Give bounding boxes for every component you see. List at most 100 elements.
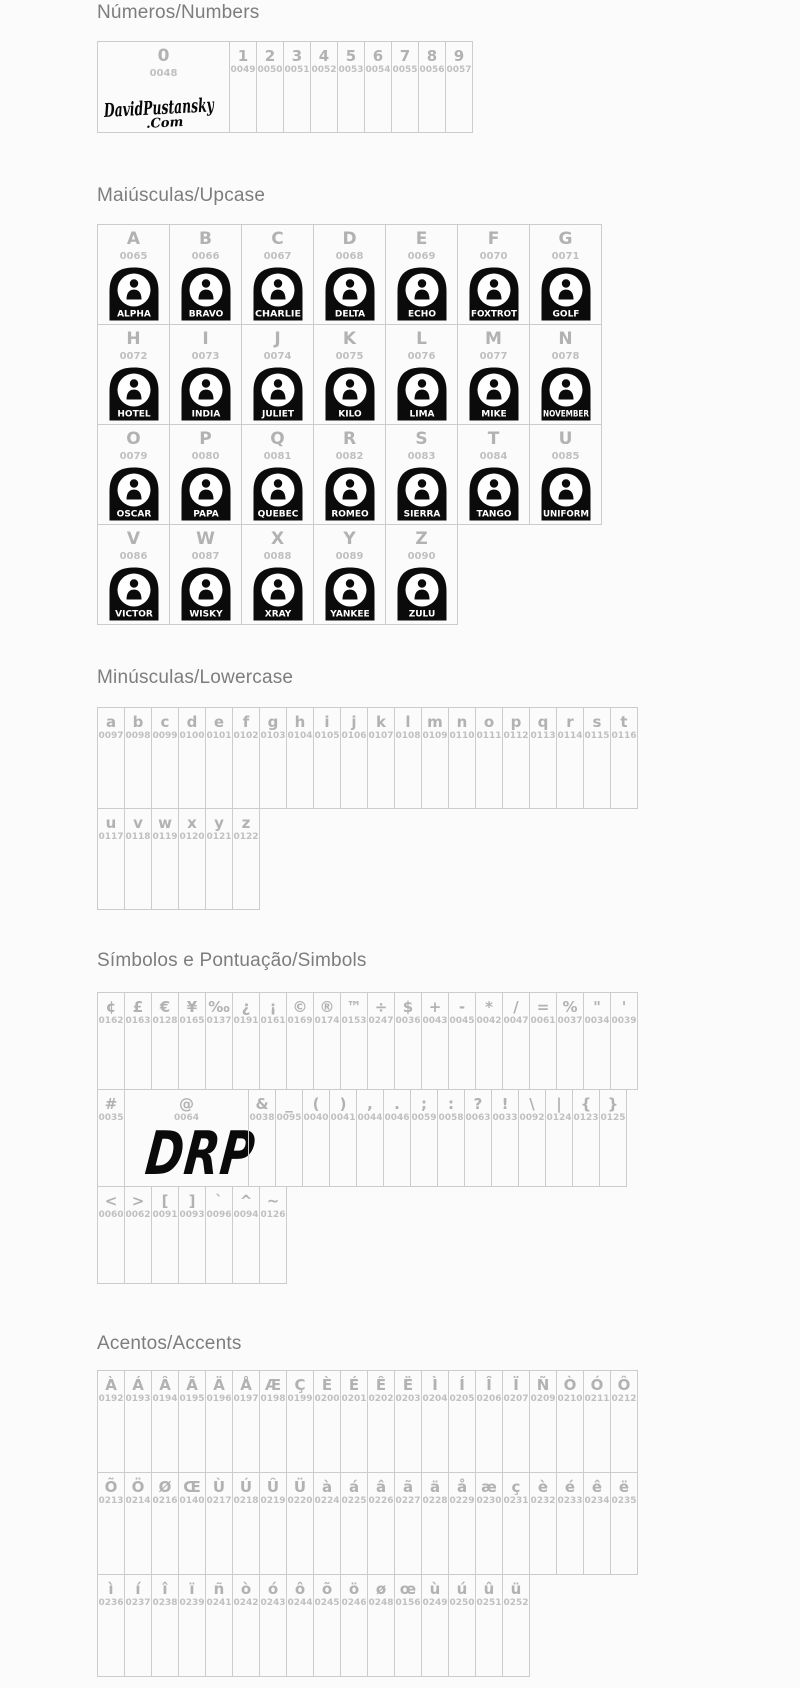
char-glyph: 2 xyxy=(264,47,276,65)
char-glyph: - xyxy=(458,998,466,1016)
tombstone-icon: UNIFORM xyxy=(541,467,590,521)
nato-label: DELTA xyxy=(334,309,364,319)
char-glyph: = xyxy=(536,998,550,1016)
tombstone-icon: XRAY xyxy=(253,567,302,621)
signature-glyph: DavidPustansky.Com xyxy=(103,94,216,131)
tombstone-icon: TANGO xyxy=(469,467,518,521)
char-glyph: s xyxy=(592,713,602,731)
char-code: 0083 xyxy=(407,450,436,462)
char-cell-0118: v 0118 xyxy=(124,808,152,910)
char-cell-0095: _ 0095 xyxy=(275,1089,303,1187)
char-code: 0123 xyxy=(573,1113,599,1124)
char-cell-0075: K 0075 KILO xyxy=(313,324,386,425)
char-cell-0100: d 0100 xyxy=(178,707,206,809)
char-code: 0099 xyxy=(152,731,178,742)
char-glyph: , xyxy=(367,1095,373,1113)
char-glyph: R xyxy=(342,429,357,449)
char-cell-0232: è 0232 xyxy=(529,1472,557,1575)
nato-label: TANGO xyxy=(476,509,511,519)
char-glyph: æ xyxy=(481,1478,497,1496)
char-cell-0211: Ó 0211 xyxy=(583,1370,611,1473)
char-code: 0065 xyxy=(119,250,148,262)
char-glyph: í xyxy=(135,1580,141,1598)
char-code: 0232 xyxy=(530,1496,556,1507)
char-cell-0137: ‰ 0137 xyxy=(205,992,233,1090)
char-glyph: Ù xyxy=(212,1478,226,1496)
char-code: 0204 xyxy=(422,1394,448,1405)
char-cell-0219: Û 0219 xyxy=(259,1472,287,1575)
char-code: 0116 xyxy=(611,731,637,742)
section-title: Minúsculas/Lowercase xyxy=(97,667,294,688)
char-glyph: Ø xyxy=(158,1478,172,1496)
char-cell-0243: ó 0243 xyxy=(259,1574,287,1677)
char-cell-0068: D 0068 DELTA xyxy=(313,224,386,325)
char-code: 0069 xyxy=(407,250,436,262)
char-code: 0090 xyxy=(407,550,436,562)
char-glyph: " xyxy=(593,998,601,1016)
char-glyph: Î xyxy=(486,1376,492,1394)
char-code: 0252 xyxy=(503,1598,529,1609)
char-code: 0233 xyxy=(557,1496,583,1507)
char-glyph: M xyxy=(485,329,502,349)
char-glyph: å xyxy=(456,1478,468,1496)
char-glyph: a xyxy=(105,713,117,731)
char-cell-0045: -0045 xyxy=(448,992,476,1090)
char-glyph: x xyxy=(187,814,197,832)
char-cell-0250: ú 0250 xyxy=(448,1574,476,1677)
char-cell-0216: Ø 0216 xyxy=(151,1472,179,1575)
char-code: 0072 xyxy=(119,350,148,362)
char-glyph: % xyxy=(562,998,578,1016)
char-glyph: 1 xyxy=(237,47,249,65)
char-cell-0048: 0 0048 DavidPustansky .Com xyxy=(97,41,230,133)
char-glyph: ~ xyxy=(266,1192,280,1210)
nato-icon-xray: XRAY xyxy=(242,565,313,621)
nato-label: JULIET xyxy=(260,409,294,419)
char-code: 0098 xyxy=(125,731,151,742)
char-cell-0120: x 0120 xyxy=(178,808,206,910)
char-glyph: ï xyxy=(189,1580,195,1598)
char-code: 0041 xyxy=(330,1113,356,1124)
char-code: 0229 xyxy=(449,1496,475,1507)
char-code: 0114 xyxy=(557,731,583,742)
char-cell-0113: q 0113 xyxy=(529,707,557,809)
char-glyph: ™ xyxy=(346,998,362,1016)
char-cell-0047: /0047 xyxy=(502,992,530,1090)
char-code: 0122 xyxy=(233,832,259,843)
char-code: 0077 xyxy=(479,350,508,362)
char-code: 0071 xyxy=(551,250,580,262)
char-glyph: c xyxy=(160,713,170,731)
char-cell-0210: Ò 0210 xyxy=(556,1370,584,1473)
char-glyph: } xyxy=(607,1095,619,1113)
char-glyph: W xyxy=(196,529,215,549)
nato-label: HOTEL xyxy=(117,409,150,419)
char-code: 0104 xyxy=(287,731,313,742)
tombstone-icon: KILO xyxy=(325,367,374,421)
char-code: 0241 xyxy=(206,1598,232,1609)
char-cell-0248: ø 0248 xyxy=(367,1574,395,1677)
char-cell-0235: ë 0235 xyxy=(610,1472,638,1575)
char-code: 0085 xyxy=(551,450,580,462)
char-code: 0056 xyxy=(419,65,445,76)
char-code: 0216 xyxy=(152,1496,178,1507)
char-cell-0109: m 0109 xyxy=(421,707,449,809)
char-glyph: 4 xyxy=(318,47,330,65)
nato-label: YANKEE xyxy=(329,609,369,619)
char-cell-0089: Y 0089 YANKEE xyxy=(313,524,386,625)
char-cell-0228: ä 0228 xyxy=(421,1472,449,1575)
char-glyph: 6 xyxy=(372,47,384,65)
char-glyph: Ä xyxy=(213,1376,225,1394)
char-code: 0095 xyxy=(276,1113,302,1124)
char-glyph: r xyxy=(566,713,574,731)
char-glyph: Æ xyxy=(264,1376,282,1394)
char-code: 0239 xyxy=(179,1598,205,1609)
nato-icon-quebec: QUEBEC xyxy=(242,465,313,521)
nato-icon-kilo: KILO xyxy=(314,365,385,421)
char-code: 0203 xyxy=(395,1394,421,1405)
char-glyph: T xyxy=(487,429,500,449)
char-cell-0035: #0035 xyxy=(97,1089,125,1187)
char-code: 0219 xyxy=(260,1496,286,1507)
char-glyph: A xyxy=(126,229,141,249)
char-code: 0195 xyxy=(179,1394,205,1405)
char-cell-0128: €0128 xyxy=(151,992,179,1090)
